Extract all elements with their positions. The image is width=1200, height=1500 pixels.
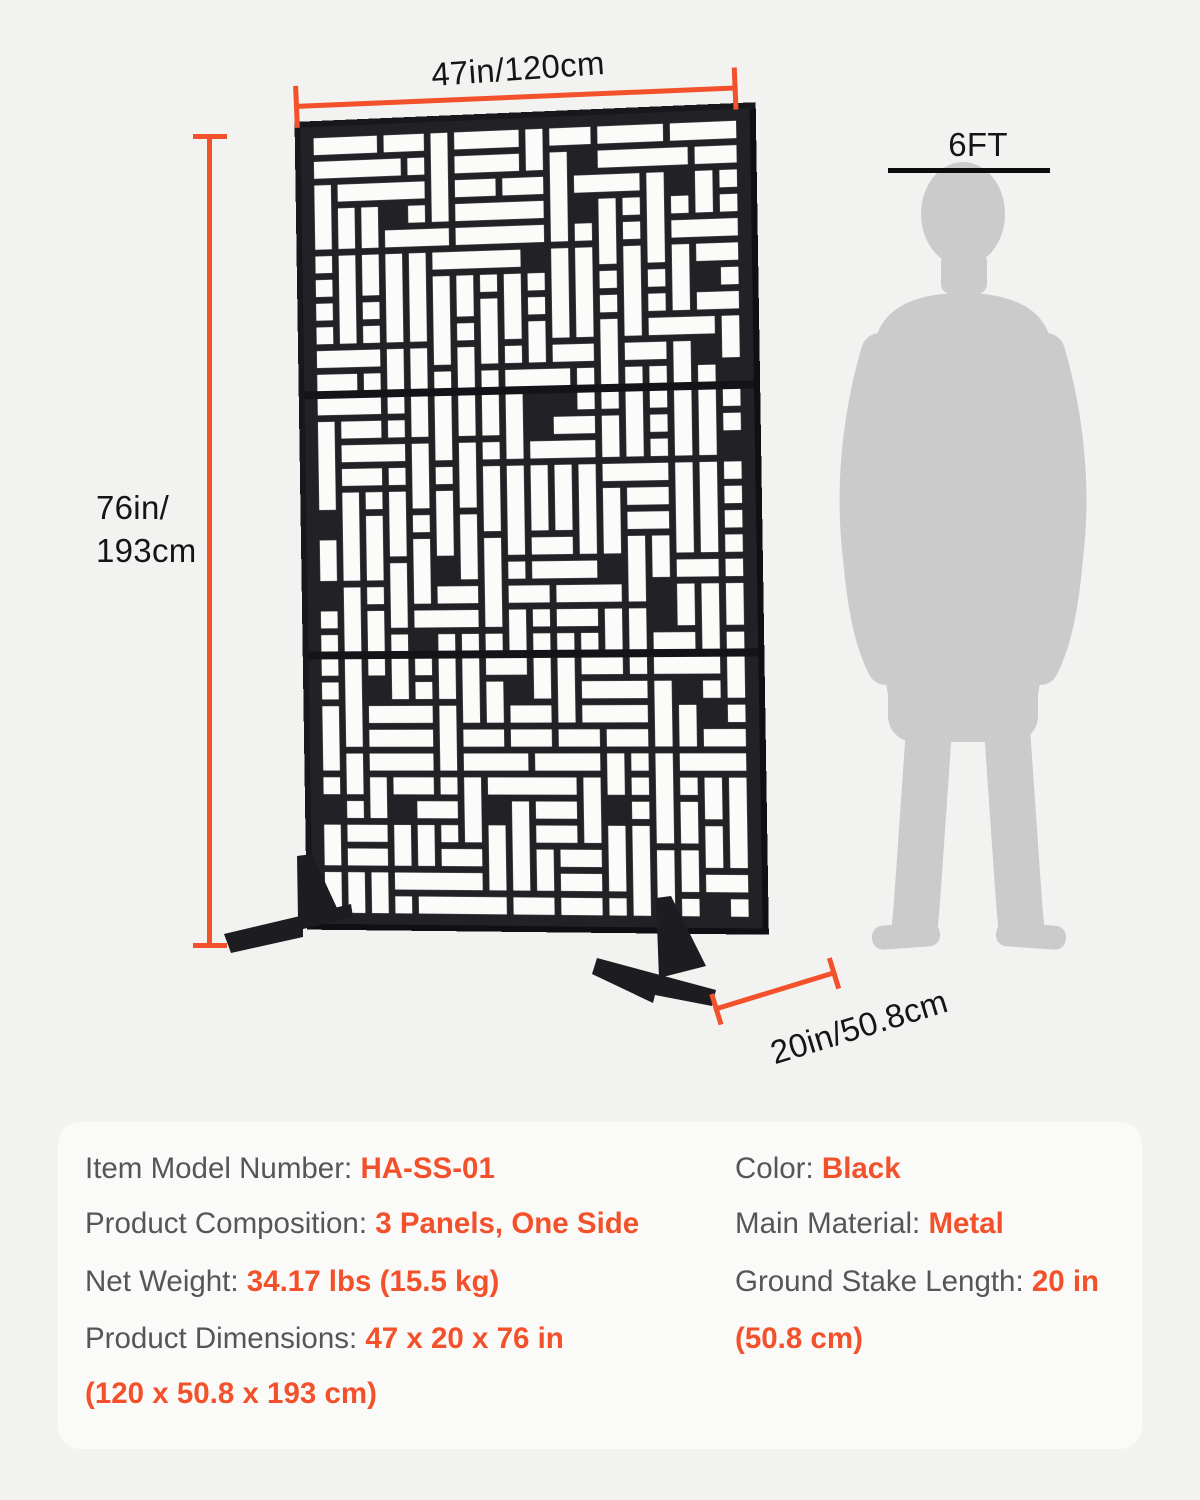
spec-value: 34.17 lbs (15.5 kg) (246, 1265, 500, 1298)
spec-product-dimensions: Product Dimensions: 47 x 20 x 76 in (85, 1322, 564, 1356)
privacy-screen-panel (294, 102, 769, 935)
spec-color: Color: Black (735, 1152, 901, 1186)
spec-net-weight: Net Weight: 34.17 lbs (15.5 kg) (85, 1265, 499, 1299)
spec-label: Product Composition: (85, 1207, 376, 1240)
height-line-bar (207, 134, 212, 948)
spec-value: HA-SS-01 (360, 1152, 495, 1185)
spec-label: Product Dimensions: (85, 1322, 366, 1355)
spec-item-model-number: Item Model Number: HA-SS-01 (85, 1152, 495, 1186)
person-height-label: 6FT (948, 126, 1008, 163)
depth-dimension-line (709, 957, 842, 1026)
width-line-right-tick (731, 67, 739, 110)
spec-value: 20 in (1031, 1265, 1100, 1298)
spec-label: Ground Stake Length: (735, 1265, 1032, 1298)
height-dimension-line (190, 134, 230, 948)
spec-label: Main Material: (735, 1207, 929, 1240)
spec-value: Black (821, 1152, 901, 1185)
height-dimension-label: 76in/ 193cm (96, 489, 197, 569)
spec-product-composition: Product Composition: 3 Panels, One Side (85, 1207, 639, 1241)
spec-card: Item Model Number: HA-SS-01 Product Comp… (58, 1122, 1142, 1449)
spec-value: 47 x 20 x 76 in (365, 1322, 564, 1355)
spec-value: (120 x 50.8 x 193 cm) (85, 1377, 377, 1410)
spec-ground-stake-length: Ground Stake Length: 20 in (735, 1265, 1099, 1299)
person-height-line (888, 168, 1050, 173)
spec-ground-stake-length-metric: (50.8 cm) (735, 1322, 863, 1356)
spec-label: Item Model Number: (85, 1152, 361, 1185)
spec-value: (50.8 cm) (735, 1322, 863, 1355)
spec-label: Net Weight: (85, 1265, 247, 1298)
person-silhouette (839, 162, 1087, 950)
spec-product-dimensions-metric: (120 x 50.8 x 193 cm) (85, 1377, 377, 1411)
spec-label: Color: (735, 1152, 822, 1185)
depth-line-bar (713, 969, 837, 1012)
spec-value: 3 Panels, One Side (375, 1207, 640, 1240)
spec-value: Metal (928, 1207, 1004, 1240)
height-line-bottom-tick (193, 943, 227, 948)
spec-main-material: Main Material: Metal (735, 1207, 1004, 1241)
